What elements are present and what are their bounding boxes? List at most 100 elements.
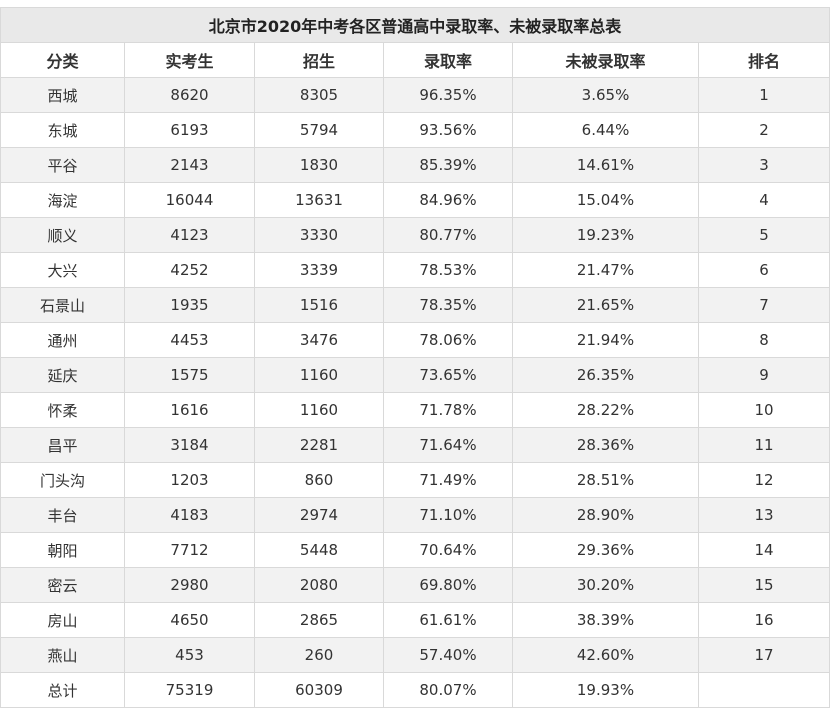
cell-rejection-rate: 42.60% — [512, 637, 699, 673]
cell-enrollment: 2865 — [254, 602, 384, 638]
cell-district: 昌平 — [0, 427, 125, 463]
cell-rank: 12 — [697, 462, 831, 498]
cell-rejection-rate: 19.23% — [512, 217, 699, 253]
cell-admission-rate: 78.35% — [383, 287, 513, 323]
table-row: 平谷 2143 1830 85.39% 14.61% 3 — [0, 147, 831, 183]
cell-enrollment: 2281 — [254, 427, 384, 463]
cell-examinees: 1935 — [124, 287, 255, 323]
cell-enrollment: 1160 — [254, 392, 384, 428]
cell-rank: 16 — [697, 602, 831, 638]
cell-rank: 1 — [697, 77, 831, 113]
cell-examinees: 16044 — [124, 182, 255, 218]
table-row: 海淀 16044 13631 84.96% 15.04% 4 — [0, 182, 831, 218]
total-row: 总计 75319 60309 80.07% 19.93% — [0, 672, 831, 708]
cell-enrollment: 260 — [254, 637, 384, 673]
cell-district: 东城 — [0, 112, 125, 148]
cell-examinees: 2980 — [124, 567, 255, 603]
cell-rejection-rate: 21.65% — [512, 287, 699, 323]
cell-enrollment: 860 — [254, 462, 384, 498]
cell-admission-rate: 85.39% — [383, 147, 513, 183]
cell-admission-rate: 78.53% — [383, 252, 513, 288]
cell-rank: 2 — [697, 112, 831, 148]
cell-examinees: 1616 — [124, 392, 255, 428]
cell-rejection-rate: 15.04% — [512, 182, 699, 218]
table-container: 北京市2020年中考各区普通高中录取率、未被录取率总表 分类 实考生 招生 录取… — [0, 7, 831, 708]
cell-admission-rate: 69.80% — [383, 567, 513, 603]
cell-rejection-rate: 28.90% — [512, 497, 699, 533]
cell-rejection-rate: 28.51% — [512, 462, 699, 498]
cell-admission-rate: 93.56% — [383, 112, 513, 148]
cell-examinees: 8620 — [124, 77, 255, 113]
cell-rank: 5 — [697, 217, 831, 253]
cell-admission-rate: 78.06% — [383, 322, 513, 358]
cell-rank: 6 — [697, 252, 831, 288]
table-row: 门头沟 1203 860 71.49% 28.51% 12 — [0, 462, 831, 498]
table-row: 朝阳 7712 5448 70.64% 29.36% 14 — [0, 532, 831, 568]
cell-enrollment: 5448 — [254, 532, 384, 568]
table-row: 昌平 3184 2281 71.64% 28.36% 11 — [0, 427, 831, 463]
cell-district: 房山 — [0, 602, 125, 638]
cell-enrollment: 8305 — [254, 77, 384, 113]
cell-examinees: 6193 — [124, 112, 255, 148]
cell-rank: 15 — [697, 567, 831, 603]
cell-admission-rate: 71.49% — [383, 462, 513, 498]
cell-rank: 17 — [697, 637, 831, 673]
cell-rejection-rate: 26.35% — [512, 357, 699, 393]
cell-admission-rate: 71.64% — [383, 427, 513, 463]
cell-rejection-rate: 21.47% — [512, 252, 699, 288]
cell-enrollment: 2080 — [254, 567, 384, 603]
cell-district: 怀柔 — [0, 392, 125, 428]
cell-examinees: 4650 — [124, 602, 255, 638]
cell-enrollment: 5794 — [254, 112, 384, 148]
cell-examinees: 4183 — [124, 497, 255, 533]
cell-examinees: 2143 — [124, 147, 255, 183]
cell-district: 石景山 — [0, 287, 125, 323]
header-rank: 排名 — [697, 42, 831, 78]
cell-district: 丰台 — [0, 497, 125, 533]
header-admission-rate: 录取率 — [383, 42, 513, 78]
cell-admission-rate: 80.77% — [383, 217, 513, 253]
cell-district: 门头沟 — [0, 462, 125, 498]
header-district: 分类 — [0, 42, 125, 78]
header-rejection-rate: 未被录取率 — [512, 42, 699, 78]
cell-rank: 4 — [697, 182, 831, 218]
cell-rank: 8 — [697, 322, 831, 358]
cell-enrollment: 3339 — [254, 252, 384, 288]
cell-rank: 13 — [697, 497, 831, 533]
cell-rank: 11 — [697, 427, 831, 463]
table-row: 东城 6193 5794 93.56% 6.44% 2 — [0, 112, 831, 148]
header-examinees: 实考生 — [124, 42, 255, 78]
cell-district: 密云 — [0, 567, 125, 603]
cell-district: 海淀 — [0, 182, 125, 218]
cell-examinees: 75319 — [124, 672, 255, 708]
cell-rank: 7 — [697, 287, 831, 323]
cell-rank: 9 — [697, 357, 831, 393]
table-row: 房山 4650 2865 61.61% 38.39% 16 — [0, 602, 831, 638]
cell-rank: 10 — [697, 392, 831, 428]
cell-enrollment: 60309 — [254, 672, 384, 708]
cell-enrollment: 2974 — [254, 497, 384, 533]
table-row: 通州 4453 3476 78.06% 21.94% 8 — [0, 322, 831, 358]
cell-admission-rate: 84.96% — [383, 182, 513, 218]
cell-enrollment: 3330 — [254, 217, 384, 253]
cell-examinees: 4252 — [124, 252, 255, 288]
cell-enrollment: 1830 — [254, 147, 384, 183]
cell-district: 总计 — [0, 672, 125, 708]
cell-enrollment: 1516 — [254, 287, 384, 323]
table-row: 西城 8620 8305 96.35% 3.65% 1 — [0, 77, 831, 113]
table-row: 大兴 4252 3339 78.53% 21.47% 6 — [0, 252, 831, 288]
cell-rejection-rate: 3.65% — [512, 77, 699, 113]
cell-district: 朝阳 — [0, 532, 125, 568]
cell-admission-rate: 71.10% — [383, 497, 513, 533]
table-row: 丰台 4183 2974 71.10% 28.90% 13 — [0, 497, 831, 533]
cell-enrollment: 13631 — [254, 182, 384, 218]
cell-admission-rate: 70.64% — [383, 532, 513, 568]
cell-district: 西城 — [0, 77, 125, 113]
cell-examinees: 3184 — [124, 427, 255, 463]
table-row: 顺义 4123 3330 80.77% 19.23% 5 — [0, 217, 831, 253]
cell-examinees: 1203 — [124, 462, 255, 498]
cell-examinees: 4453 — [124, 322, 255, 358]
cell-admission-rate: 96.35% — [383, 77, 513, 113]
cell-examinees: 7712 — [124, 532, 255, 568]
cell-rejection-rate: 14.61% — [512, 147, 699, 183]
